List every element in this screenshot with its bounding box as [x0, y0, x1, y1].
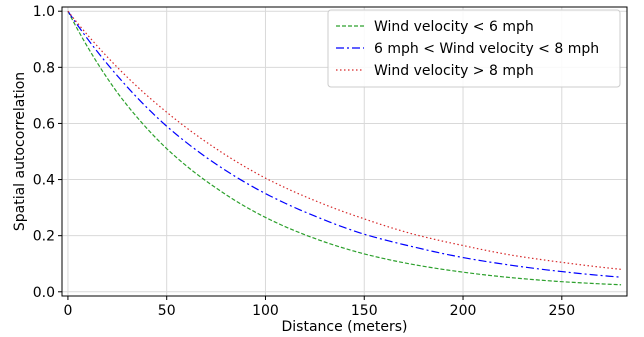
y-axis-ticks: 0.0 0.2 0.4 0.6 0.8 1.0 — [33, 4, 62, 301]
series-line-2 — [67, 10, 622, 270]
x-tick-label: 150 — [351, 303, 378, 319]
legend: Wind velocity < 6 mph 6 mph < Wind veloci… — [327, 9, 621, 88]
legend-entry: 6 mph < Wind velocity < 8 mph — [374, 41, 599, 57]
series-line-1 — [67, 10, 622, 278]
plot-frame — [61, 6, 628, 297]
legend-box — [327, 9, 621, 88]
x-tick-label: 200 — [450, 303, 477, 319]
y-axis-label: Spatial autocorrelation — [12, 72, 28, 231]
y-tick-label: 0.4 — [33, 173, 55, 189]
x-tick-label: 50 — [158, 303, 176, 319]
series-line-0 — [67, 10, 622, 286]
legend-entry: Wind velocity < 6 mph — [374, 19, 534, 35]
series-group — [67, 10, 622, 286]
y-tick-label: 0.2 — [33, 229, 55, 245]
x-axis-label: Distance (meters) — [282, 319, 408, 335]
x-tick-label: 0 — [63, 303, 72, 319]
y-tick-label: 1.0 — [33, 4, 55, 20]
y-tick-label: 0.0 — [33, 285, 55, 301]
y-tick-label: 0.8 — [33, 60, 55, 76]
legend-entry: Wind velocity > 8 mph — [374, 63, 534, 79]
y-tick-label: 0.6 — [33, 116, 55, 132]
x-tick-label: 250 — [548, 303, 575, 319]
x-tick-label: 100 — [252, 303, 279, 319]
x-axis-ticks: 0 50 100 150 200 250 — [63, 296, 575, 319]
